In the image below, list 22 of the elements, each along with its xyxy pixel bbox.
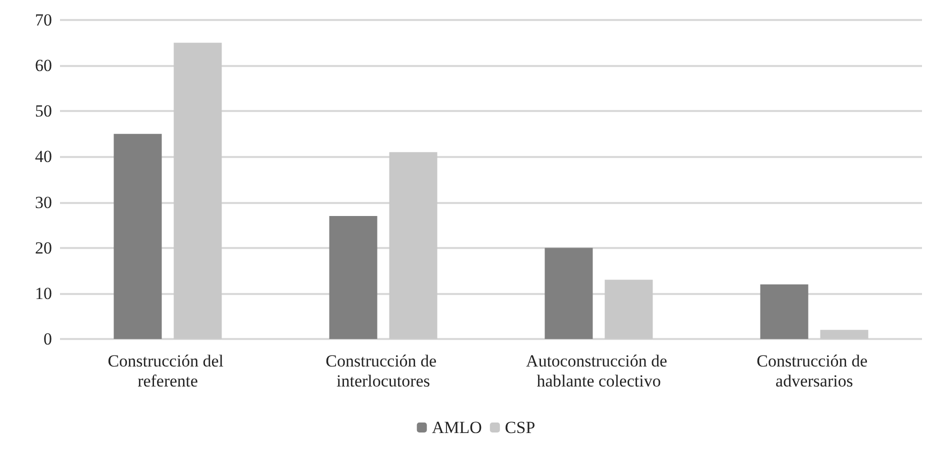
x-tick-label: Construcción de adversarios [756,352,872,390]
legend-label: CSP [504,418,536,437]
bar [174,42,222,339]
y-tick-label: 20 [35,238,52,258]
y-tick-label: 50 [35,102,52,121]
bar [114,134,162,339]
y-tick-label: 10 [35,284,52,303]
bar [544,248,593,339]
y-tick-label: 60 [35,56,52,76]
y-tick-label: 40 [35,147,52,166]
legend-label: AMLO [432,418,482,437]
y-tick-label: 0 [44,330,52,348]
bar [604,280,653,339]
bar [760,284,808,339]
bar [329,216,378,339]
y-tick-label: 30 [35,192,52,212]
x-tick-label: Construcción de interlocutores [326,352,441,390]
y-tick-label: 70 [35,10,52,30]
bar [820,330,868,339]
x-tick-label: Construcción del referente [108,352,228,390]
bar [389,152,438,339]
x-tick-label: Autoconstrucción de hablante colectivo [526,352,672,390]
